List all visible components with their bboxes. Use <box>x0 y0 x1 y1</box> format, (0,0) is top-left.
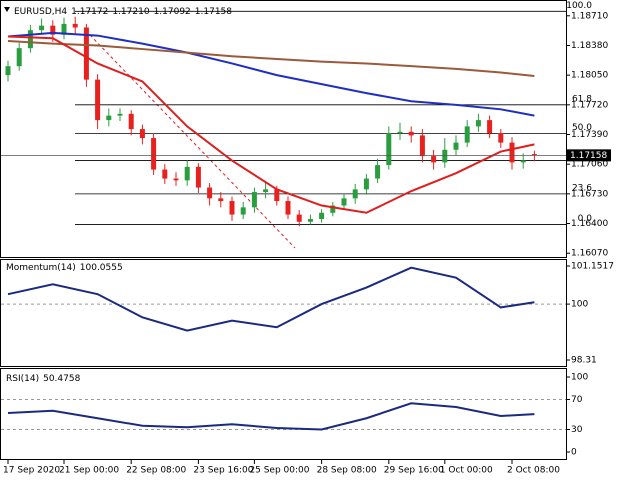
candle-body <box>72 23 78 28</box>
candle-body <box>162 169 168 179</box>
candle-body <box>464 126 470 143</box>
y-tick-label: 100 <box>571 373 588 383</box>
candle-body <box>442 149 448 163</box>
candle-body <box>251 192 257 208</box>
indicator-value: 100.0555 <box>80 263 123 273</box>
candle-body <box>408 131 414 136</box>
fib-label: 0.0 <box>578 214 593 224</box>
y-tick-label: 1.18380 <box>571 41 608 51</box>
y-tick-label: 70 <box>571 395 583 405</box>
candle-body <box>5 66 11 76</box>
moving-average <box>7 35 535 214</box>
candle-body <box>419 135 425 157</box>
y-tick-label: 1.17060 <box>571 160 608 170</box>
candle-body <box>375 165 381 179</box>
candle-body <box>509 142 515 163</box>
candle-body <box>61 23 67 35</box>
fib-label: 23.6 <box>572 183 592 193</box>
indicator-name: Momentum(14) <box>6 263 76 273</box>
y-tick-label: 101.1517 <box>571 262 614 272</box>
y-tick-label: 100 <box>571 300 588 310</box>
x-tick-label: 28 Sep 08:00 <box>317 466 377 476</box>
symbol: EURUSD,H4 <box>14 7 67 17</box>
candle-body <box>307 219 313 222</box>
candle-body <box>431 156 437 163</box>
rsi-panel <box>0 368 567 460</box>
candle-body <box>475 120 481 127</box>
candle-body <box>128 113 134 130</box>
menu-arrow <box>4 7 10 12</box>
moving-average <box>7 39 535 78</box>
candle-body <box>139 129 145 139</box>
candle-body <box>296 214 302 222</box>
y-tick-label: 1.16070 <box>571 249 608 259</box>
current-price-label: 1.17158 <box>570 151 607 161</box>
candle-body <box>498 133 504 143</box>
indicator-line <box>7 402 535 431</box>
candle-body <box>83 27 89 80</box>
candle-body <box>487 120 493 134</box>
momentum-panel <box>0 259 567 367</box>
x-tick-label: 1 Oct 00:00 <box>440 466 493 476</box>
candle-body <box>184 166 190 181</box>
candle-body <box>352 189 358 199</box>
indicator-title: Momentum(14) 100.0555 <box>6 263 123 273</box>
y-tick-label: 0 <box>571 448 577 458</box>
candle-body <box>363 178 369 190</box>
candle-body <box>285 201 291 215</box>
current-price-box <box>567 149 611 162</box>
y-tick-label: 98.31 <box>571 356 597 366</box>
candle-body <box>27 30 33 49</box>
candle-body <box>263 189 269 193</box>
candle-body <box>218 198 224 202</box>
fib-label: 100.0 <box>566 1 592 11</box>
candle-body <box>16 48 22 67</box>
y-tick-label: 30 <box>571 425 583 435</box>
candle-body <box>151 138 157 170</box>
y-tick-label: 1.18050 <box>571 71 608 81</box>
trend-line <box>89 34 296 249</box>
candle-body <box>319 212 325 220</box>
candle-body <box>173 178 179 181</box>
x-tick-label: 25 Sep 00:00 <box>249 466 309 476</box>
candle-body <box>229 201 235 215</box>
candle-body <box>195 166 201 188</box>
candle-body <box>106 115 112 121</box>
y-tick-label: 1.16400 <box>571 219 608 229</box>
y-tick-label: 1.18710 <box>571 11 608 21</box>
indicator-name: RSI(14) <box>6 374 39 384</box>
candle-body <box>39 25 45 31</box>
x-tick-label: 22 Sep 08:00 <box>126 466 186 476</box>
fib-label: 50.0 <box>572 123 592 133</box>
candle-body <box>274 189 280 202</box>
indicator-line <box>7 266 535 332</box>
candle-body <box>453 142 459 150</box>
indicator-title: RSI(14) 50.4758 <box>6 374 81 384</box>
candle-body <box>520 160 526 163</box>
candle-body <box>117 113 123 116</box>
candle-body <box>240 207 246 215</box>
x-tick-label: 21 Sep 00:00 <box>59 466 119 476</box>
candle-body <box>207 187 213 199</box>
candle-body <box>531 154 537 156</box>
fib-label: 61.8 <box>572 94 592 104</box>
y-tick-label: 1.17720 <box>571 100 608 110</box>
y-tick-label: 1.17390 <box>571 130 608 140</box>
candle-body <box>50 25 56 35</box>
x-tick-label: 29 Sep 16:00 <box>384 466 444 476</box>
candle-body <box>95 79 101 121</box>
candle-body <box>330 205 336 213</box>
y-tick-label: 1.16730 <box>571 189 608 199</box>
moving-average <box>7 31 535 117</box>
x-tick-label: 17 Sep 2020 <box>3 466 60 476</box>
candle-body <box>397 131 403 134</box>
indicator-value: 50.4758 <box>43 374 80 384</box>
main-panel <box>0 0 567 258</box>
x-tick-label: 2 Oct 08:00 <box>507 466 560 476</box>
x-tick-label: 23 Sep 16:00 <box>193 466 253 476</box>
candle-body <box>386 133 392 166</box>
candle-body <box>341 198 347 206</box>
